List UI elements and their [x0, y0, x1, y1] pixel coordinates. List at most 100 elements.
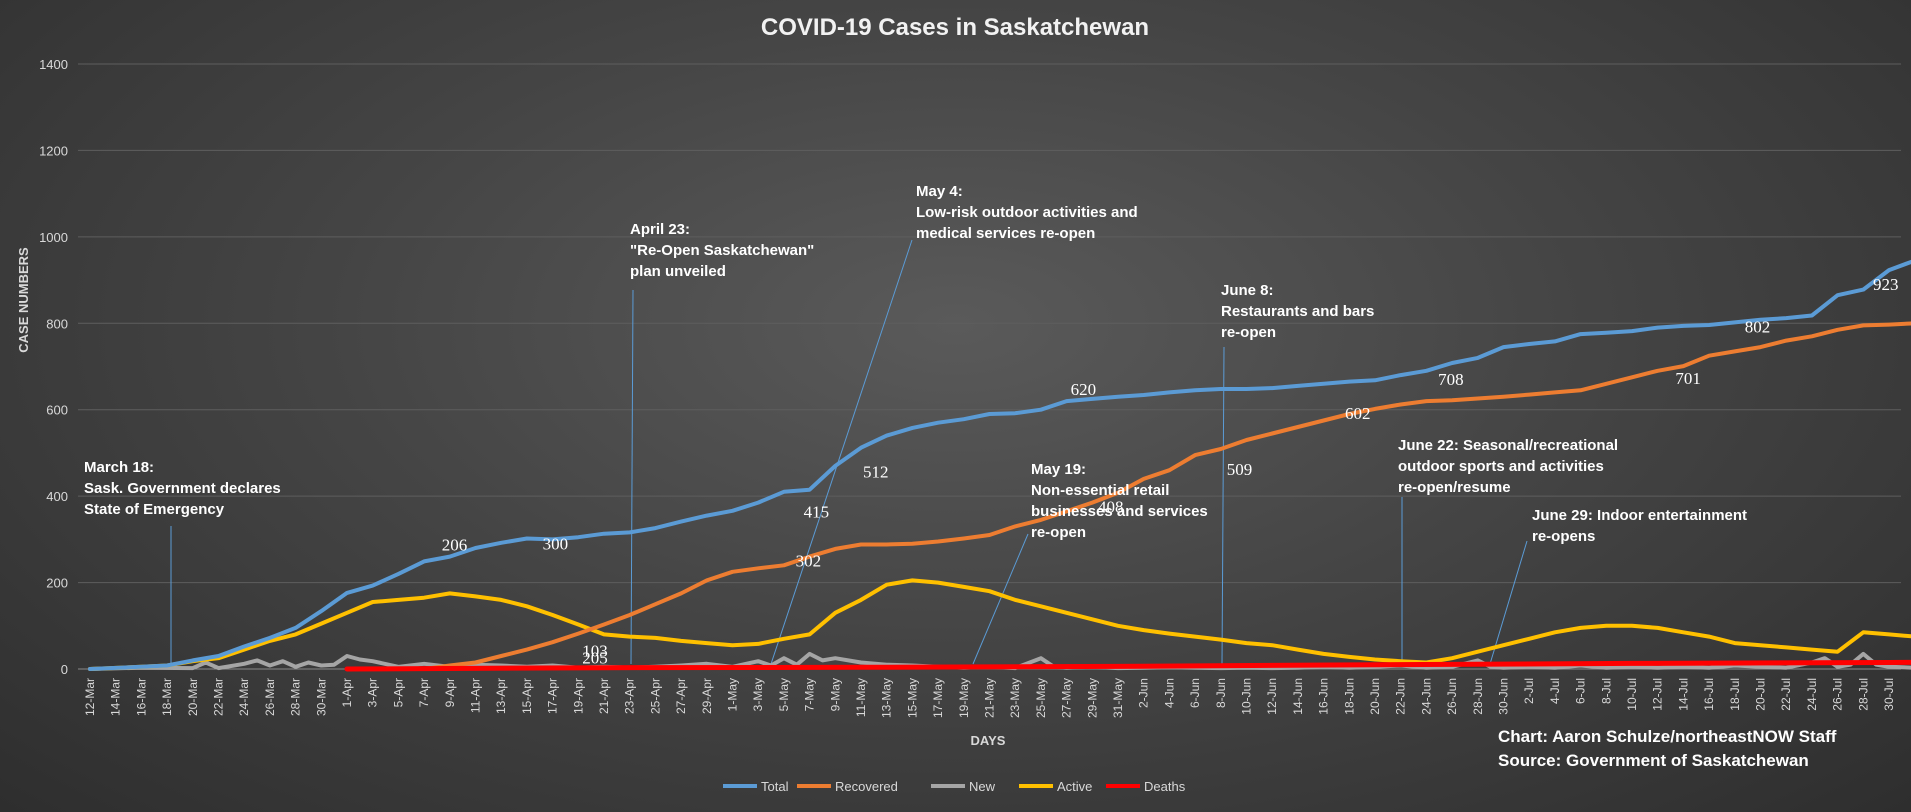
y-tick-label: 0 [61, 662, 68, 677]
x-tick-label: 17-Apr [546, 678, 560, 714]
data-label-recovered: 302 [796, 552, 822, 571]
x-tick-label: 22-Jun [1394, 678, 1408, 715]
annotation-line [972, 533, 1029, 665]
x-tick-label: 21-May [983, 678, 997, 718]
data-label-total: 708 [1438, 370, 1464, 389]
x-tick-label: 17-May [931, 678, 945, 718]
y-tick-label: 400 [46, 489, 68, 504]
x-tick-label: 30-Jun [1497, 678, 1511, 715]
gridlines [78, 63, 1901, 670]
annotation-29-Jun: June 29: Indoor entertainment re-opens [1532, 507, 1747, 545]
x-tick-label: 9-Apr [443, 678, 457, 707]
x-tick-label: 15-May [905, 678, 919, 718]
data-label-recovered: 701 [1675, 369, 1701, 388]
annotation-23-Apr: April 23: "Re-Open Saskatchewan" plan unve… [630, 221, 814, 280]
x-tick-label: 20-Mar [186, 678, 200, 716]
x-tick-label: 24-Mar [237, 678, 251, 716]
x-tick-label: 9-May [828, 678, 842, 711]
annotation-leader-lines [170, 239, 1528, 665]
annotation-line [770, 239, 913, 665]
y-tick-label: 600 [46, 403, 68, 418]
x-tick-label: 5-May [777, 678, 791, 711]
data-label-total: 300 [543, 534, 569, 553]
x-tick-label: 26-Mar [263, 678, 277, 716]
x-tick-label: 19-Apr [571, 678, 585, 714]
x-tick-label: 30-Mar [314, 678, 328, 716]
x-tick-label: 13-Apr [494, 678, 508, 714]
x-tick-label: 18-Jul [1728, 678, 1742, 711]
data-label-recovered: 408 [1098, 498, 1124, 517]
data-label-total: 923 [1873, 275, 1899, 294]
legend-label-deaths: Deaths [1144, 779, 1186, 794]
data-label-recovered: 205 [582, 649, 608, 668]
x-tick-label: 28-Jun [1471, 678, 1485, 715]
x-tick-label: 25-Apr [648, 678, 662, 714]
y-axis-title: CASE NUMBERS [16, 247, 31, 353]
x-tick-label: 21-Apr [597, 678, 611, 714]
x-tick-label: 19-May [957, 678, 971, 718]
x-tick-label: 29-May [1085, 678, 1099, 718]
data-label-total: 415 [804, 503, 830, 522]
x-tick-label: 28-Mar [289, 678, 303, 716]
series-line-recovered [422, 321, 1911, 671]
data-label-total: 512 [863, 463, 889, 482]
x-tick-label: 14-Jul [1676, 678, 1690, 711]
annotation-22-Jun: June 22: Seasonal/recreational outdoor sp… [1398, 437, 1618, 496]
x-tick-label: 16-Mar [134, 678, 148, 716]
x-tick-label: 1-May [726, 678, 740, 711]
x-tick-label: 6-Jul [1574, 678, 1588, 704]
x-tick-label: 15-Apr [520, 678, 534, 714]
x-tick-label: 11-Apr [469, 678, 483, 713]
x-tick-label: 11-May [854, 678, 868, 717]
annotation-4-May: May 4: Low-risk outdoor activities and med… [916, 183, 1138, 242]
data-label-total: 802 [1745, 317, 1771, 336]
x-tick-label: 12-Jul [1651, 678, 1665, 711]
y-axis-ticks: 0 200 400 600 800 1000 1200 1400 [39, 57, 68, 677]
legend-label-recovered: Recovered [835, 779, 898, 794]
x-tick-label: 5-Apr [391, 678, 405, 707]
x-tick-label: 14-Jun [1291, 678, 1305, 715]
series-line-total [88, 259, 1911, 671]
x-tick-label: 4-Jul [1548, 678, 1562, 704]
x-tick-label: 20-Jul [1754, 678, 1768, 711]
x-tick-label: 16-Jul [1702, 678, 1716, 711]
legend: Total Recovered New Active Deaths [723, 779, 1186, 794]
annotation-line [1489, 540, 1528, 665]
x-tick-label: 12-Mar [83, 678, 97, 716]
x-tick-label: 16-Jun [1317, 678, 1331, 715]
annotation-18-Mar: March 18: Sask. Government declares State … [84, 459, 281, 518]
x-tick-label: 14-Mar [109, 678, 123, 716]
x-tick-label: 3-May [751, 678, 765, 711]
data-label-active: 103 [582, 641, 608, 660]
x-tick-label: 12-Jun [1265, 678, 1279, 715]
x-tick-label: 10-Jul [1625, 678, 1639, 711]
x-tick-label: 27-Apr [674, 678, 688, 714]
x-tick-label: 22-Mar [212, 678, 226, 716]
x-tick-label: 7-Apr [417, 678, 431, 707]
legend-label-total: Total [761, 779, 789, 794]
x-tick-label: 2-Jul [1522, 678, 1536, 704]
x-tick-label: 1-Apr [340, 678, 354, 707]
x-tick-label: 2-Jun [1137, 678, 1151, 708]
x-tick-label: 4-Jun [1162, 678, 1176, 708]
x-tick-label: 6-Jun [1188, 678, 1202, 708]
data-labels: 2063004155126207088029231030113612091306… [442, 275, 1899, 668]
x-tick-label: 7-May [803, 678, 817, 711]
x-tick-label: 31-May [1111, 678, 1125, 718]
annotation-line [630, 289, 634, 665]
y-tick-label: 1200 [39, 143, 68, 158]
series-line-deaths [344, 659, 1911, 672]
x-tick-label: 20-Jun [1368, 678, 1382, 715]
x-tick-label: 26-Jul [1831, 678, 1845, 711]
x-tick-label: 28-Jul [1856, 678, 1870, 711]
x-tick-label: 18-Mar [160, 678, 174, 716]
x-tick-label: 22-Jul [1779, 678, 1793, 711]
credit-author: Chart: Aaron Schulze/northeastNOW Staff [1498, 727, 1837, 746]
y-tick-label: 800 [46, 316, 68, 331]
data-label-total: 620 [1071, 380, 1097, 399]
data-label-recovered: 509 [1227, 460, 1253, 479]
annotation-19-May: May 19: Non-essential retail businesses an… [1031, 461, 1208, 541]
x-tick-label: 26-Jun [1445, 678, 1459, 715]
x-tick-label: 23-Apr [623, 678, 637, 714]
